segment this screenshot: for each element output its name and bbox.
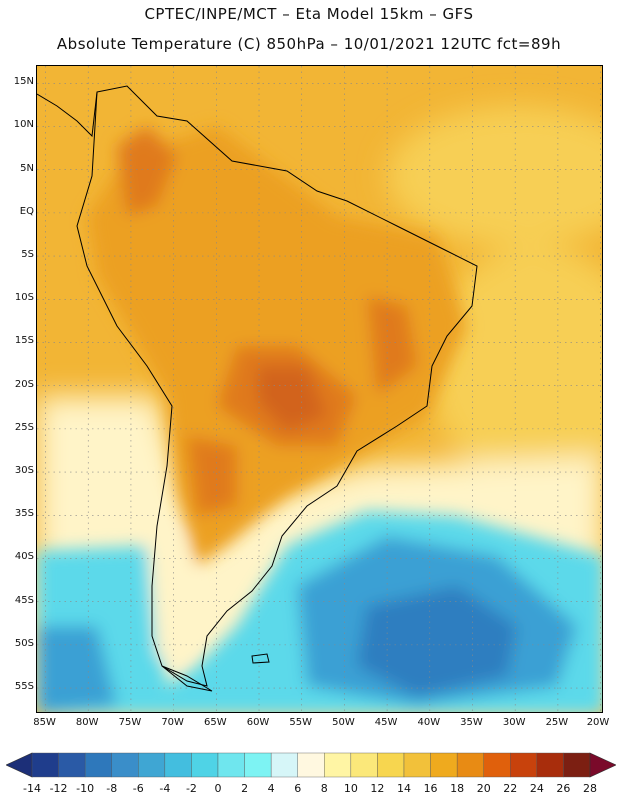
lon-label: 70W bbox=[161, 717, 184, 728]
lat-label: 15S bbox=[14, 335, 34, 347]
colorbar bbox=[6, 752, 616, 778]
field-pale-pacific bbox=[37, 426, 147, 536]
colorbar-label: 4 bbox=[267, 782, 275, 795]
colorbar-label: 26 bbox=[556, 782, 571, 795]
lat-label: 5S bbox=[21, 249, 34, 261]
lon-label: 50W bbox=[332, 717, 355, 728]
colorbar-segment bbox=[244, 752, 272, 778]
colorbar-label: -12 bbox=[49, 782, 68, 795]
lat-label: 5N bbox=[20, 162, 34, 174]
colorbar-label: 2 bbox=[241, 782, 249, 795]
lat-label: 20S bbox=[14, 378, 34, 390]
field-hottest bbox=[257, 366, 327, 431]
lon-label: 80W bbox=[75, 717, 99, 728]
lat-label: 15N bbox=[13, 76, 34, 88]
map-subtitle: Absolute Temperature (C) 850hPa – 10/01/… bbox=[56, 35, 562, 53]
field-hot-chaco bbox=[187, 436, 237, 516]
lon-label: 35W bbox=[460, 717, 483, 728]
colorbar-segment bbox=[138, 752, 166, 778]
tierra-del-fuego-coast bbox=[161, 665, 213, 692]
colorbar-segment bbox=[297, 752, 325, 778]
lon-label: 75W bbox=[118, 717, 142, 728]
colorbar-label: -2 bbox=[185, 782, 197, 795]
graticule bbox=[37, 66, 602, 712]
colorbar-label: -8 bbox=[106, 782, 118, 795]
coastlines bbox=[37, 85, 478, 692]
colorbar-segment bbox=[536, 752, 564, 778]
lon-label: 20W bbox=[586, 717, 610, 728]
south-america-coast bbox=[76, 85, 478, 687]
lon-label: 45W bbox=[374, 717, 398, 728]
colorbar-segment bbox=[456, 752, 484, 778]
lat-label: 45S bbox=[14, 594, 34, 606]
lon-label: 25W bbox=[545, 717, 569, 728]
colorbar-segment bbox=[324, 752, 352, 778]
lon-label: 65W bbox=[204, 717, 227, 728]
colorbar-label: 20 bbox=[476, 782, 491, 795]
lat-label: EQ bbox=[19, 205, 34, 217]
colorbar-label: -6 bbox=[132, 782, 144, 795]
colorbar-label: 12 bbox=[370, 782, 385, 795]
lon-label: 40W bbox=[417, 717, 441, 728]
lat-label: 10S bbox=[14, 292, 34, 304]
colorbar-segment bbox=[483, 752, 511, 778]
lat-label: 40S bbox=[14, 551, 34, 563]
field-hot-east bbox=[367, 296, 417, 396]
colorbar-segment bbox=[58, 752, 86, 778]
field-cold-darkblue bbox=[357, 586, 517, 696]
colorbar-segment bbox=[84, 752, 112, 778]
colorbar-segment bbox=[217, 752, 245, 778]
colorbar-segment bbox=[111, 752, 139, 778]
field-cold-pacific bbox=[37, 626, 117, 712]
colorbar-label: 0 bbox=[214, 782, 222, 795]
lon-label: 30W bbox=[502, 717, 526, 728]
lat-label: 35S bbox=[14, 508, 34, 520]
colorbar-segment bbox=[403, 752, 431, 778]
colorbar-segment bbox=[377, 752, 405, 778]
colorbar-segment bbox=[350, 752, 378, 778]
field-north-atlantic-band bbox=[387, 106, 602, 246]
colorbar-label: 6 bbox=[294, 782, 302, 795]
colorbar-segment bbox=[31, 752, 59, 778]
colorbar-segment bbox=[164, 752, 192, 778]
colorbar-label: -14 bbox=[23, 782, 41, 795]
central-america-coast bbox=[37, 91, 98, 138]
colorbar-label: -4 bbox=[159, 782, 171, 795]
field-south-atlantic-band bbox=[427, 246, 602, 486]
lat-label: 25S bbox=[14, 421, 34, 433]
colorbar-segment bbox=[430, 752, 458, 778]
colorbar-label: 16 bbox=[423, 782, 438, 795]
colorbar-label: 18 bbox=[450, 782, 465, 795]
colorbar-segment bbox=[563, 752, 591, 778]
colorbar-label: 8 bbox=[320, 782, 328, 795]
colorbar-segment bbox=[510, 752, 538, 778]
colorbar-max-arrow bbox=[589, 752, 616, 778]
colorbar-label: 24 bbox=[529, 782, 544, 795]
lon-label: 85W bbox=[33, 717, 56, 728]
temperature-field bbox=[37, 66, 602, 712]
colorbar-label: 10 bbox=[343, 782, 358, 795]
falklands-coast bbox=[251, 653, 270, 664]
colorbar-label: 22 bbox=[503, 782, 518, 795]
lat-label: 10N bbox=[13, 119, 34, 131]
colorbar-min-arrow bbox=[6, 752, 33, 778]
colorbar-label: 14 bbox=[397, 782, 411, 795]
colorbar-label: 28 bbox=[583, 782, 597, 795]
temperature-map bbox=[36, 65, 603, 713]
field-pale-patagonia bbox=[147, 536, 197, 666]
map-title: CPTEC/INPE/MCT – Eta Model 15km – GFS bbox=[144, 5, 474, 23]
colorbar-segment bbox=[191, 752, 219, 778]
lat-label: 55S bbox=[14, 681, 34, 693]
colorbar-segment bbox=[270, 752, 298, 778]
lon-label: 55W bbox=[289, 717, 313, 728]
colorbar-label: -10 bbox=[76, 782, 95, 795]
lat-label: 30S bbox=[14, 465, 34, 477]
lat-label: 50S bbox=[14, 637, 34, 649]
lon-label: 60W bbox=[246, 717, 270, 728]
field-hot-colombia bbox=[117, 126, 177, 216]
